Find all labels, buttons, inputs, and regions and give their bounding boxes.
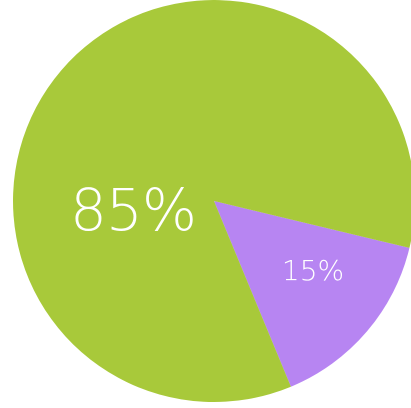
pie-slice-15 xyxy=(214,201,410,387)
slice-label-15: 15% xyxy=(282,254,344,287)
pie-labels: 85% 15% xyxy=(70,176,344,287)
pie-slices xyxy=(13,0,411,402)
slice-label-85: 85% xyxy=(70,176,196,244)
pie-slice-85 xyxy=(13,0,411,402)
